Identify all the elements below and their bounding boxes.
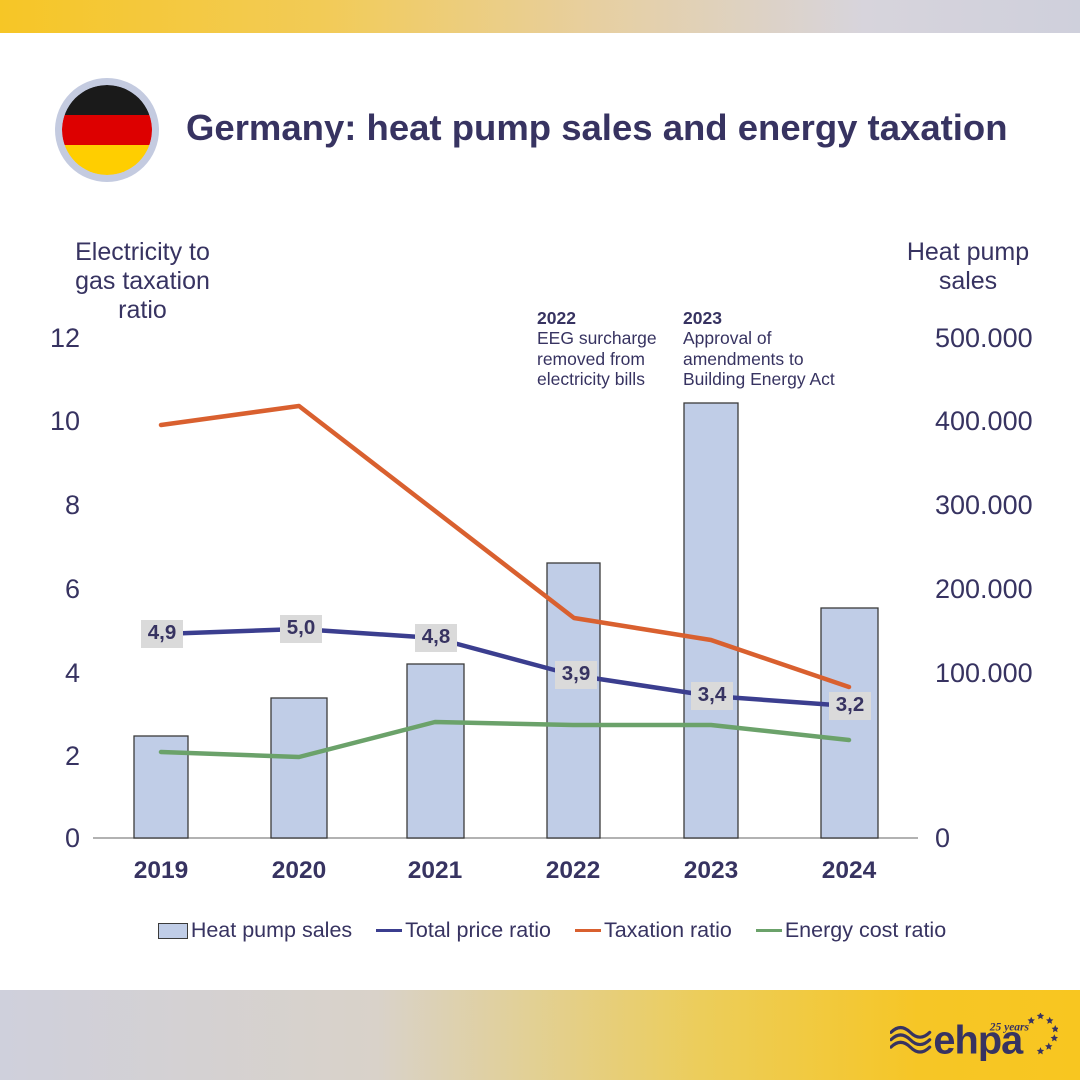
svg-text:300.000: 300.000 (935, 490, 1033, 520)
svg-text:25 years: 25 years (989, 1022, 1030, 1034)
svg-text:6: 6 (65, 574, 80, 604)
svg-text:500.000: 500.000 (935, 323, 1033, 353)
svg-text:200.000: 200.000 (935, 574, 1033, 604)
svg-text:2019: 2019 (134, 857, 189, 884)
svg-text:12: 12 (50, 323, 80, 353)
svg-text:2024: 2024 (822, 857, 877, 884)
svg-text:4: 4 (65, 658, 80, 688)
svg-text:4,9: 4,9 (148, 621, 177, 644)
svg-text:0: 0 (65, 823, 80, 853)
svg-text:3,2: 3,2 (836, 693, 865, 716)
svg-text:400.000: 400.000 (935, 406, 1033, 436)
svg-text:5,0: 5,0 (287, 616, 316, 639)
svg-text:100.000: 100.000 (935, 658, 1033, 688)
svg-text:2022: 2022 (546, 857, 601, 884)
svg-text:2: 2 (65, 741, 80, 771)
svg-text:4,8: 4,8 (422, 625, 451, 648)
svg-text:10: 10 (50, 406, 80, 436)
svg-text:3,9: 3,9 (562, 662, 591, 685)
svg-text:2020: 2020 (272, 857, 327, 884)
svg-text:3,4: 3,4 (698, 683, 727, 706)
svg-text:2023: 2023 (684, 857, 739, 884)
svg-text:2021: 2021 (408, 857, 463, 884)
svg-text:8: 8 (65, 490, 80, 520)
svg-text:0: 0 (935, 823, 950, 853)
